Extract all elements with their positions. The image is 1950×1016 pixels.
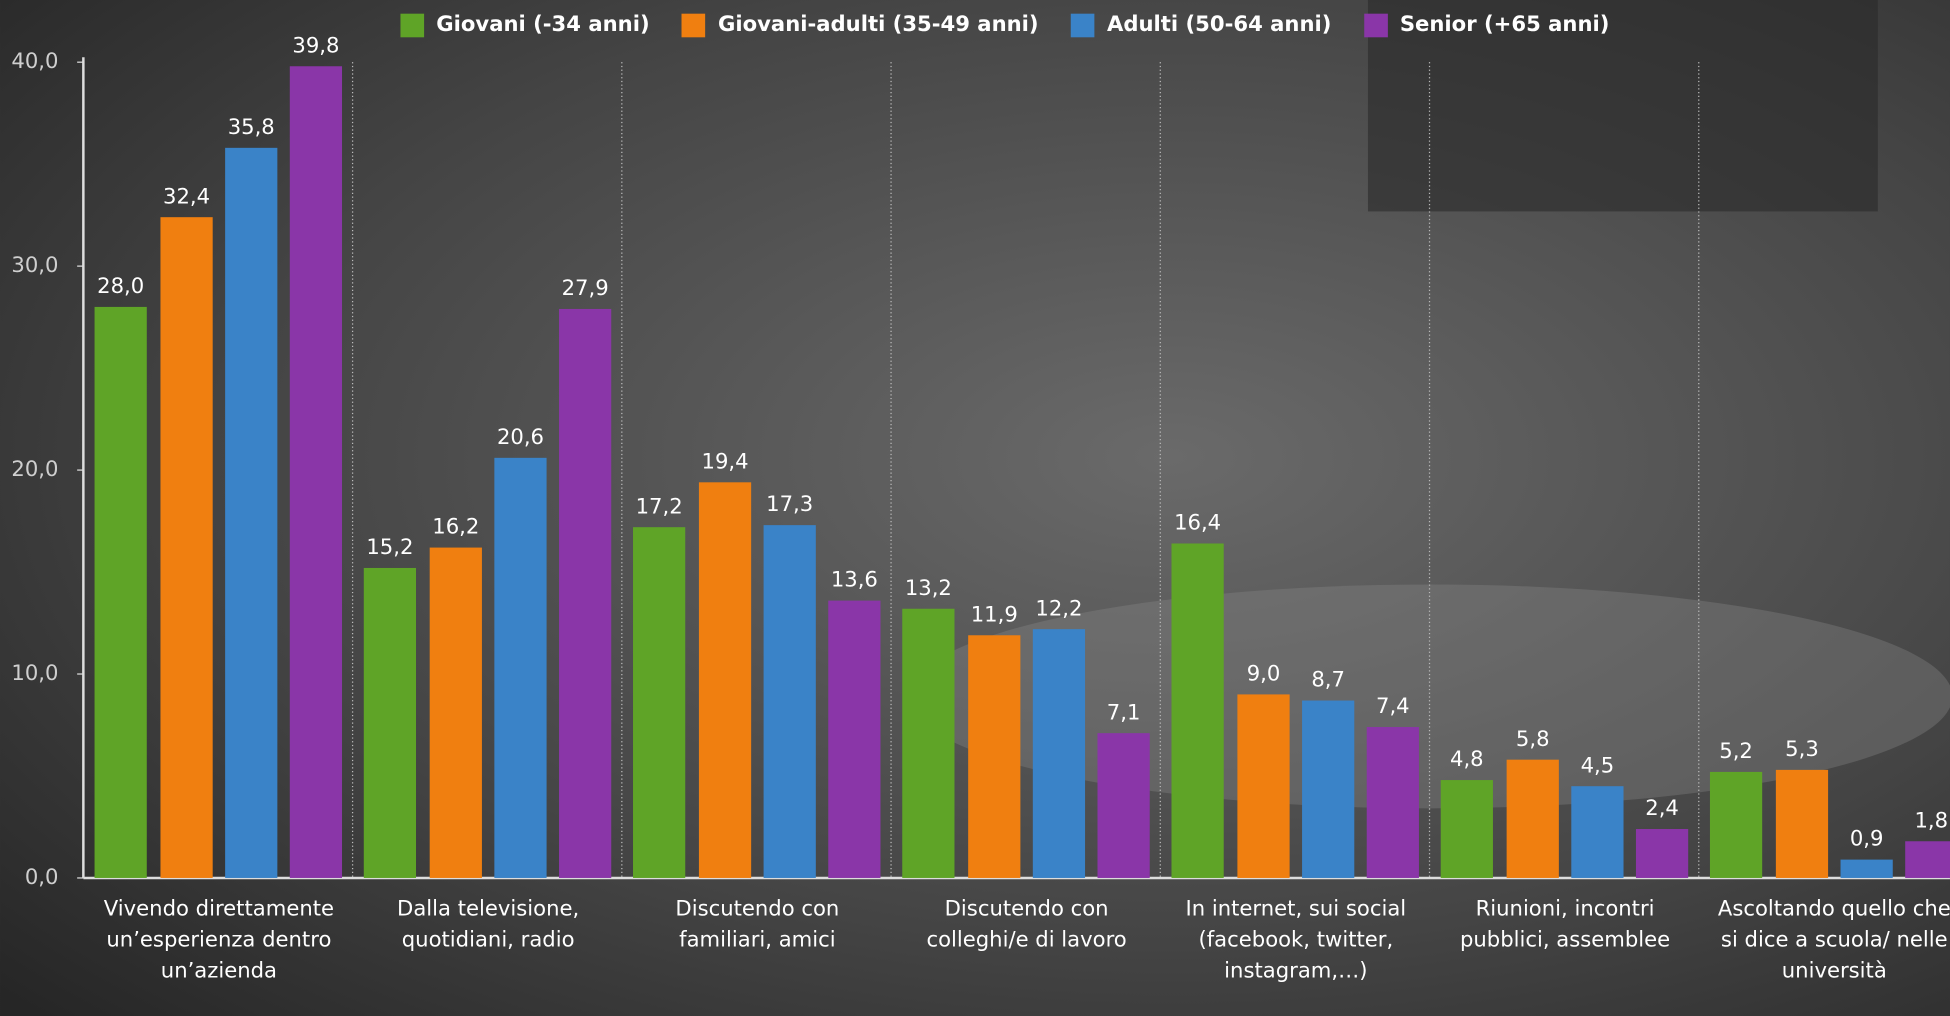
- bar: [363, 567, 417, 878]
- y-tick-label: 10,0: [11, 660, 58, 685]
- data-label: 1,8: [1915, 807, 1949, 832]
- bar: [1171, 543, 1224, 878]
- data-label: 7,1: [1107, 699, 1141, 724]
- data-label: 11,9: [971, 601, 1018, 626]
- legend-item: Giovani (-34 anni): [400, 12, 650, 38]
- bar: [1366, 727, 1419, 878]
- data-label: 28,0: [97, 273, 144, 298]
- y-tick-label: 40,0: [11, 48, 58, 73]
- y-tick-label: 20,0: [11, 456, 58, 481]
- bar: [559, 308, 612, 878]
- bar: [1571, 786, 1624, 878]
- data-label: 4,5: [1581, 752, 1615, 777]
- x-tick-label-box: Ascoltando quello che si dice a scuola/ …: [1717, 896, 1950, 984]
- data-label: 13,6: [831, 567, 878, 592]
- legend-swatch: [681, 13, 706, 37]
- x-tick-label-box: Dalla televisione, quotidiani, radio: [397, 896, 580, 953]
- x-tick-label-box: Vivendo direttamente un’esperienza dentr…: [103, 896, 335, 984]
- bar: [225, 147, 278, 878]
- y-tick-label: 30,0: [11, 252, 58, 277]
- bar: [698, 482, 752, 878]
- bar: [94, 306, 147, 878]
- data-label: 39,8: [292, 32, 339, 57]
- data-label: 0,9: [1850, 826, 1884, 851]
- bar: [1440, 780, 1493, 878]
- y-tick-label: 0,0: [25, 864, 59, 889]
- bar: [1905, 841, 1950, 878]
- data-label: 16,2: [432, 514, 479, 539]
- x-tick-label: Ascoltando quello che si dice a scuola/ …: [1717, 896, 1950, 984]
- x-tick-label-box: In internet, sui social (facebook, twitt…: [1185, 896, 1407, 984]
- data-label: 15,2: [366, 534, 413, 559]
- bar: [1032, 629, 1086, 878]
- bar: [1775, 769, 1829, 878]
- data-label: 4,8: [1450, 746, 1484, 771]
- data-label: 35,8: [228, 114, 275, 139]
- data-label: 16,4: [1174, 510, 1221, 535]
- bar: [494, 457, 547, 878]
- data-label: 20,6: [497, 424, 544, 449]
- data-label: 17,3: [766, 491, 813, 516]
- bar: [902, 608, 955, 878]
- bar: [429, 547, 482, 878]
- bar: [763, 525, 816, 878]
- bar: [1097, 733, 1150, 878]
- legend: Giovani (-34 anni) Giovani-adulti (35-49 …: [249, 5, 1761, 45]
- bar: [1709, 771, 1763, 878]
- data-label: 2,4: [1645, 795, 1679, 820]
- legend-item: Giovani-adulti (35-49 anni): [681, 12, 1039, 38]
- data-label: 8,7: [1311, 667, 1345, 692]
- data-label: 27,9: [562, 275, 609, 300]
- x-tick-label-box: Riunioni, incontri pubblici, assemblee: [1459, 896, 1671, 953]
- bar: [968, 635, 1021, 878]
- legend-item: Senior (+65 anni): [1363, 12, 1610, 38]
- legend-label: Adulti (50-64 anni): [1106, 12, 1332, 38]
- data-label: 7,4: [1376, 693, 1410, 718]
- data-label: 5,3: [1785, 736, 1819, 761]
- legend-swatch: [1070, 13, 1095, 37]
- bar: [1302, 700, 1355, 878]
- bar: [1506, 759, 1559, 878]
- x-tick-label: Riunioni, incontri pubblici, assemblee: [1459, 896, 1671, 953]
- legend-label: Giovani-adulti (35-49 anni): [718, 12, 1039, 38]
- background-shape: [1367, 0, 1878, 212]
- data-label: 12,2: [1035, 595, 1082, 620]
- bar: [828, 600, 881, 878]
- x-tick-label-box: Discutendo con familiari, amici: [675, 896, 840, 953]
- bar: [1237, 694, 1290, 878]
- x-tick-label: In internet, sui social (facebook, twitt…: [1185, 896, 1407, 984]
- legend-swatch: [400, 13, 424, 37]
- x-tick-label: Vivendo direttamente un’esperienza dentr…: [103, 896, 335, 984]
- bar: [633, 527, 686, 878]
- legend-label: Senior (+65 anni): [1399, 12, 1610, 38]
- x-tick-label: Discutendo con familiari, amici: [675, 896, 840, 953]
- data-label: 32,4: [163, 183, 210, 208]
- x-tick-label-box: Discutendo con colleghi/e di lavoro: [926, 896, 1127, 953]
- legend-box: Giovani (-34 anni) Giovani-adulti (35-49 …: [249, 5, 1761, 45]
- x-tick-label: Discutendo con colleghi/e di lavoro: [926, 896, 1127, 953]
- data-label: 17,2: [636, 493, 683, 518]
- bar: [1840, 859, 1893, 878]
- bar: [1635, 829, 1689, 878]
- legend-item: Adulti (50-64 anni): [1070, 12, 1332, 38]
- legend-label: Giovani (-34 anni): [436, 12, 650, 38]
- data-label: 5,8: [1516, 726, 1550, 751]
- bar: [160, 217, 213, 878]
- data-label: 13,2: [905, 575, 952, 600]
- data-label: 19,4: [702, 448, 749, 473]
- data-label: 9,0: [1247, 661, 1281, 686]
- bar: [289, 66, 343, 878]
- x-tick-label: Dalla televisione, quotidiani, radio: [397, 896, 580, 953]
- data-label: 5,2: [1719, 738, 1753, 763]
- legend-swatch: [1363, 13, 1388, 37]
